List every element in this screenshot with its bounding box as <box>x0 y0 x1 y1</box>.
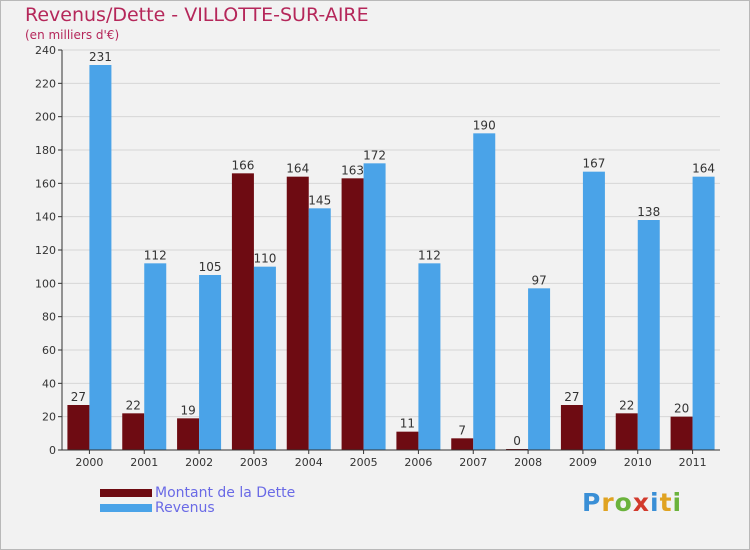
bar-revenus-2007 <box>473 133 496 451</box>
bar-dette-2011 <box>670 416 693 450</box>
y-tick-label: 60 <box>42 344 56 357</box>
y-tick-label: 220 <box>35 77 56 90</box>
label-revenus-2001: 112 <box>144 248 167 262</box>
y-tick-label: 240 <box>35 44 56 57</box>
chart-title: Revenus/Dette - VILLOTTE-SUR-AIRE <box>25 4 369 26</box>
logo-letter: i <box>650 488 660 517</box>
bar-revenus-2010 <box>637 220 660 450</box>
legend-label-dette: Montant de la Dette <box>155 485 296 501</box>
bar-revenus-2005 <box>363 163 386 451</box>
bar-dette-2009 <box>560 405 583 450</box>
x-tick-label-2007: 2007 <box>459 456 487 469</box>
grid-lines <box>62 49 720 451</box>
chart-subtitle: (en milliers d'€) <box>25 28 120 42</box>
label-revenus-2010: 138 <box>637 205 660 219</box>
label-dette-2008: 0 <box>513 434 521 448</box>
y-tick-label: 120 <box>35 244 56 257</box>
label-dette-2011: 20 <box>674 402 689 416</box>
x-tick-label-2001: 2001 <box>130 456 158 469</box>
x-tick-label-2010: 2010 <box>624 456 652 469</box>
bar-revenus-2002 <box>199 275 222 450</box>
y-tick-label: 80 <box>42 311 56 324</box>
y-tick-label: 160 <box>35 177 56 190</box>
label-revenus-2003: 110 <box>253 252 276 266</box>
y-tick-label: 0 <box>49 444 56 457</box>
y-axis-ticks: 0 20 40 60 80 100 120 140 160 180 200 220 240 <box>35 44 62 457</box>
label-revenus-2004: 145 <box>308 193 331 207</box>
bar-dette-2006 <box>396 431 419 450</box>
legend-swatch-dette <box>100 489 152 497</box>
label-revenus-2002: 105 <box>199 260 222 274</box>
label-dette-2007: 7 <box>458 423 466 437</box>
label-dette-2000: 27 <box>71 390 86 404</box>
x-tick-label-2002: 2002 <box>185 456 213 469</box>
bar-revenus-2008 <box>528 288 551 450</box>
label-dette-2002: 19 <box>180 403 195 417</box>
legend-swatch-revenus <box>100 504 152 512</box>
bar-dette-2002 <box>177 418 200 450</box>
label-dette-2003: 166 <box>231 158 254 172</box>
bar-dette-2005 <box>341 178 364 451</box>
legend-label-revenus: Revenus <box>155 500 215 516</box>
y-tick-label: 40 <box>42 377 56 390</box>
bar-revenus-2011 <box>692 176 715 450</box>
bar-dette-2000 <box>67 405 90 450</box>
x-tick-label-2004: 2004 <box>295 456 323 469</box>
bar-revenus-2003 <box>253 266 276 450</box>
x-tick-label-2008: 2008 <box>514 456 542 469</box>
logo-letter: i <box>672 488 683 517</box>
bar-dette-2004 <box>286 176 309 450</box>
logo-letter: t <box>659 488 673 517</box>
logo-letter: r <box>601 488 615 517</box>
x-tick-label-2009: 2009 <box>569 456 597 469</box>
bar-revenus-2000 <box>89 65 112 450</box>
bar-dette-2007 <box>451 438 474 450</box>
label-dette-2006: 11 <box>400 417 415 431</box>
bar-dette-2003 <box>231 173 254 451</box>
label-revenus-2011: 164 <box>692 162 715 176</box>
bar-dette-2010 <box>615 413 638 450</box>
label-revenus-2009: 167 <box>582 157 605 171</box>
label-revenus-2000: 231 <box>89 50 112 64</box>
logo-letter: x <box>632 488 650 517</box>
bar-dette-2001 <box>122 413 145 450</box>
x-axis-ticks: 2000 2001 2002 2003 2004 2005 2006 2007 2008 2009… <box>75 450 707 469</box>
label-dette-2009: 27 <box>564 390 579 404</box>
label-revenus-2007: 190 <box>473 118 496 132</box>
bar-revenus-2009 <box>582 171 605 450</box>
proxiti-logo: Proxiti <box>582 488 682 517</box>
x-tick-label-2011: 2011 <box>679 456 707 469</box>
y-tick-label: 100 <box>35 277 56 290</box>
x-tick-label-2006: 2006 <box>404 456 432 469</box>
label-revenus-2008: 97 <box>531 273 546 287</box>
bars <box>67 65 715 451</box>
logo-letter: o <box>614 488 633 517</box>
label-dette-2001: 22 <box>126 398 141 412</box>
bar-revenus-2006 <box>418 263 441 450</box>
logo-letter: P <box>582 488 602 517</box>
x-tick-label-2005: 2005 <box>350 456 378 469</box>
label-revenus-2005: 172 <box>363 148 386 162</box>
label-dette-2004: 164 <box>286 162 309 176</box>
y-tick-label: 20 <box>42 411 56 424</box>
bar-revenus-2004 <box>308 208 331 450</box>
x-tick-label-2003: 2003 <box>240 456 268 469</box>
y-tick-label: 200 <box>35 111 56 124</box>
label-dette-2005: 163 <box>341 163 364 177</box>
label-dette-2010: 22 <box>619 398 634 412</box>
x-tick-label-2000: 2000 <box>75 456 103 469</box>
label-revenus-2006: 112 <box>418 248 441 262</box>
bar-revenus-2001 <box>144 263 167 450</box>
y-tick-label: 140 <box>35 211 56 224</box>
y-tick-label: 180 <box>35 144 56 157</box>
